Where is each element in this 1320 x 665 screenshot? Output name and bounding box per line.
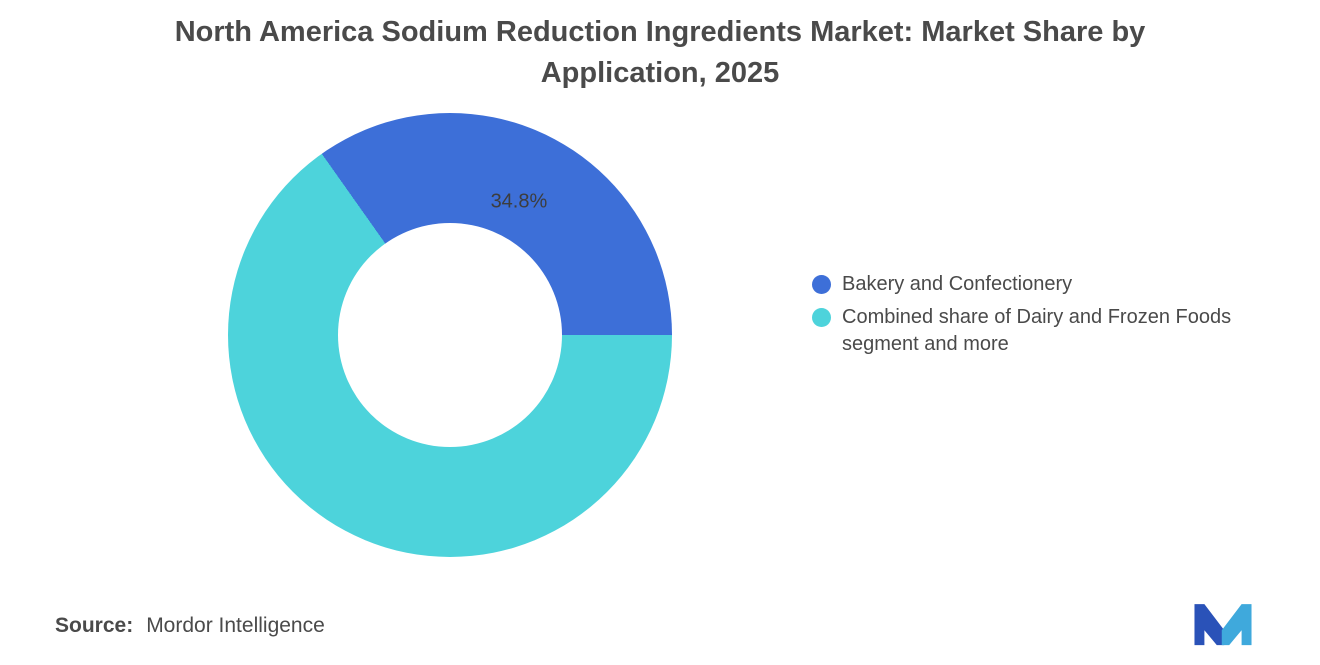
- legend-item-bakery[interactable]: Bakery and Confectionery: [812, 271, 1282, 298]
- source-value: Mordor Intelligence: [146, 614, 325, 637]
- legend-marker: [812, 308, 831, 327]
- logo-m-icon: [1194, 604, 1252, 646]
- legend-item-dairy-frozen[interactable]: Combined share of Dairy and Frozen Foods…: [812, 304, 1282, 358]
- legend-marker: [812, 275, 831, 294]
- mordor-intelligence-logo: [1192, 598, 1254, 650]
- legend-label: Combined share of Dairy and Frozen Foods…: [842, 306, 1232, 355]
- source-line: Source: Mordor Intelligence: [55, 614, 325, 638]
- source-label: Source:: [55, 614, 134, 637]
- donut-chart: 34.8%: [228, 113, 672, 557]
- slice-label: 34.8%: [490, 190, 548, 213]
- chart-title: North America Sodium Reduction Ingredien…: [174, 16, 1146, 89]
- donut-hole: [338, 223, 562, 447]
- legend-label: Bakery and Confectionery: [842, 273, 1073, 295]
- legend: Bakery and Confectionery Combined share …: [812, 271, 1282, 358]
